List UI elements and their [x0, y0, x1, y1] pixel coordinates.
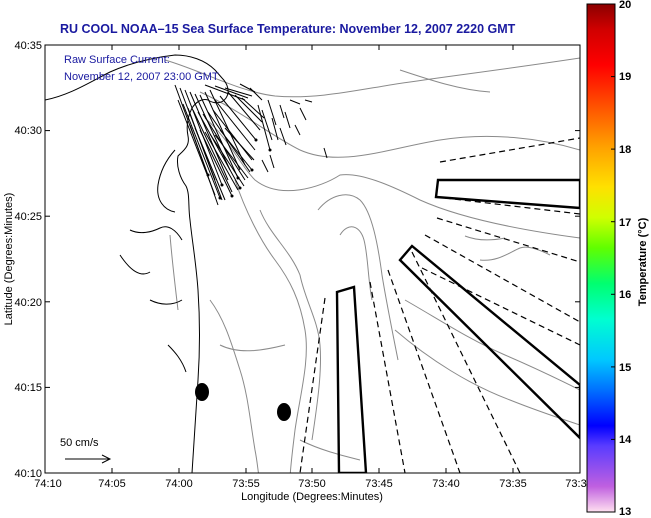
- x-tick-label: 73:45: [365, 478, 393, 490]
- scale-arrow: [65, 454, 112, 464]
- radar-coverage-dashed-lines: [299, 137, 580, 473]
- colorbar: [586, 3, 616, 513]
- annotation-line-1: Raw Surface Current:: [64, 54, 170, 66]
- colorbar-tick-label: 19: [619, 71, 631, 83]
- x-axis-ticks: [44, 45, 514, 473]
- colorbar-tick-label: 13: [619, 506, 631, 518]
- colorbar-tick-label: 14: [619, 434, 632, 446]
- buoy-marker-west: [195, 383, 209, 401]
- y-tick-label: 40:25: [14, 211, 42, 223]
- figure-title: RU COOL NOAA–15 Sea Surface Temperature:…: [60, 22, 516, 36]
- y-tick-label: 40:10: [14, 468, 42, 480]
- y-tick-label: 40:30: [14, 125, 42, 137]
- bathymetry-contours: [164, 57, 580, 473]
- y-axis-tick-labels: 40:10 40:15 40:20 40:25 40:30 40:35: [14, 40, 42, 480]
- y-tick-label: 40:35: [14, 40, 42, 52]
- colorbar-label: Temperature (°C): [637, 217, 649, 306]
- x-tick-label: 74:10: [34, 478, 62, 490]
- colorbar-tick-label: 15: [619, 362, 631, 374]
- scale-label: 50 cm/s: [60, 437, 99, 449]
- colorbar-tick-label: 16: [619, 289, 631, 301]
- y-axis-ticks: [45, 44, 580, 474]
- x-tick-label: 73:50: [298, 478, 326, 490]
- radar-beam-outlines: [335, 178, 580, 473]
- x-tick-label: 73:40: [432, 478, 460, 490]
- x-axis-label: Longitude (Degrees:Minutes): [241, 491, 383, 503]
- y-axis-label: Latitude (Degrees:Minutes): [3, 193, 15, 326]
- x-tick-label: 73:55: [232, 478, 260, 490]
- x-tick-label: 73:35: [499, 478, 527, 490]
- colorbar-ticks: [611, 3, 615, 513]
- colorbar-tick-label: 18: [619, 144, 631, 156]
- x-axis-tick-labels: 74:10 74:05 74:00 73:55 73:50 73:45 73:4…: [34, 478, 586, 490]
- x-tick-label: 73:3: [565, 478, 586, 490]
- buoy-marker-east: [277, 403, 291, 421]
- annotation-line-2: November 12, 2007 23:00 GMT: [64, 71, 219, 83]
- colorbar-tick-label: 20: [619, 0, 631, 11]
- x-tick-label: 74:05: [98, 478, 126, 490]
- map-plot-area: [45, 45, 580, 473]
- y-tick-label: 40:20: [14, 297, 42, 309]
- surface-current-vectors: [174, 83, 328, 206]
- vector-arrowheads: [206, 138, 272, 200]
- y-tick-label: 40:15: [14, 382, 42, 394]
- colorbar-tick-labels: 13 14 15 16 17 18 19 20: [619, 0, 632, 518]
- x-tick-label: 74:00: [165, 478, 193, 490]
- colorbar-tick-label: 17: [619, 217, 631, 229]
- coastline: [45, 54, 229, 473]
